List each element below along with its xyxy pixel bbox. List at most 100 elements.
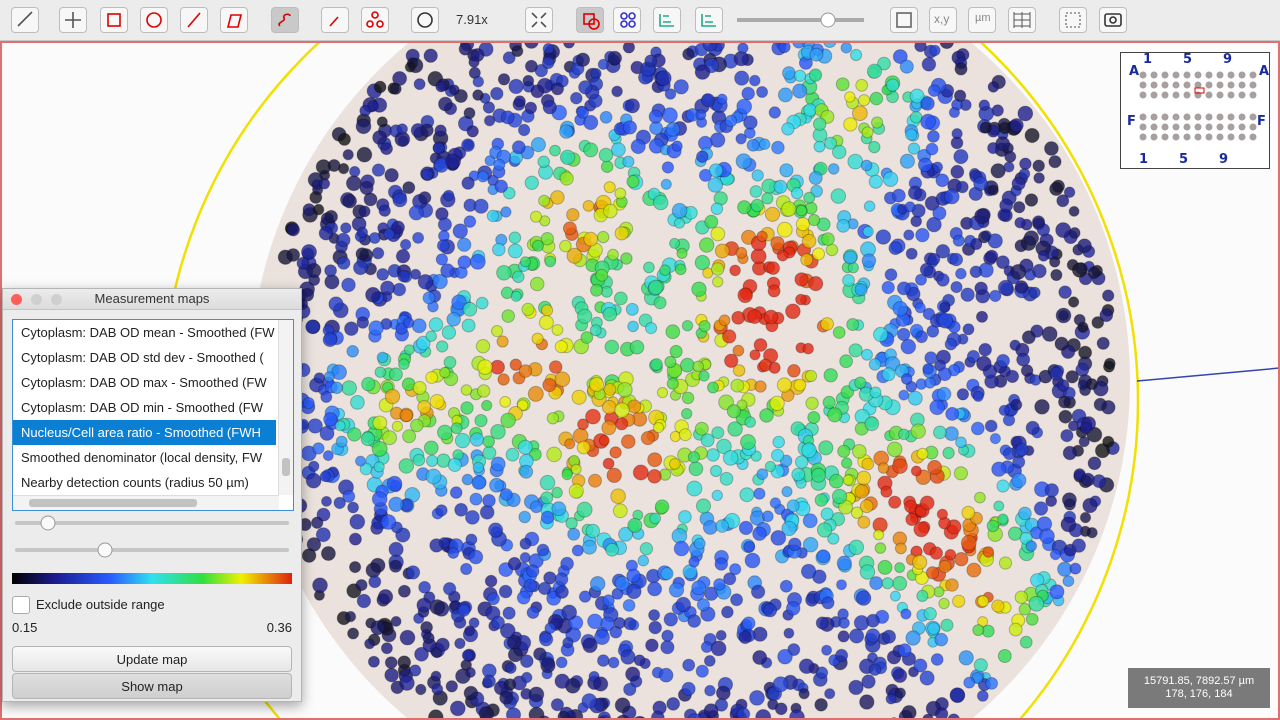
cell <box>1068 205 1080 217</box>
toolbar-button[interactable] <box>968 7 996 33</box>
cell <box>841 457 853 469</box>
coords-button[interactable]: x,y <box>934 12 950 26</box>
cell <box>900 373 913 385</box>
cell <box>892 49 908 65</box>
toolbar-button[interactable] <box>321 7 349 33</box>
cell <box>590 283 603 297</box>
toolbar-button[interactable] <box>613 7 641 33</box>
toolbar-button[interactable] <box>929 7 957 33</box>
cell <box>371 440 388 457</box>
cell <box>392 192 408 208</box>
close-button[interactable] <box>11 294 22 305</box>
exclude-checkbox[interactable] <box>12 596 30 614</box>
cell <box>949 687 966 703</box>
cell <box>714 557 729 571</box>
cell <box>327 159 341 172</box>
toolbar-button[interactable] <box>411 7 439 33</box>
cell <box>801 442 817 459</box>
cell <box>551 501 567 517</box>
cell <box>377 589 394 605</box>
cell <box>947 713 960 718</box>
list-item[interactable]: Nearby detection counts (radius 50 µm) <box>21 475 249 490</box>
cell <box>800 253 814 267</box>
cell <box>1073 313 1086 326</box>
cell <box>793 378 807 392</box>
toolbar-button[interactable] <box>890 7 918 33</box>
list-item[interactable]: Smoothed denominator (local density, FW <box>21 450 263 465</box>
cell <box>477 359 493 375</box>
cell <box>599 616 615 632</box>
horizontal-scrollbar[interactable] <box>13 495 279 510</box>
cell <box>1096 336 1110 350</box>
cell <box>866 613 880 628</box>
cell <box>490 86 504 101</box>
cell <box>698 320 711 333</box>
cell <box>358 205 371 218</box>
cell <box>955 267 967 280</box>
cell <box>540 657 556 674</box>
toolbar-button[interactable] <box>695 7 723 33</box>
minimize-button[interactable] <box>31 294 42 305</box>
cell <box>562 637 574 649</box>
cell <box>342 193 358 209</box>
toolbar-button[interactable] <box>1059 7 1087 33</box>
list-item[interactable]: Cytoplasm: DAB OD std dev - Smoothed ( <box>21 350 264 365</box>
cell <box>658 667 674 683</box>
cell <box>781 520 797 537</box>
toolbar-button[interactable] <box>180 7 208 33</box>
cell <box>927 252 941 266</box>
toolbar-button[interactable] <box>271 7 299 33</box>
cell <box>935 244 951 259</box>
toolbar-button[interactable] <box>361 7 389 33</box>
cell <box>1055 222 1072 239</box>
cell <box>846 318 860 331</box>
list-item[interactable]: Cytoplasm: DAB OD min - Smoothed (FW <box>21 400 263 415</box>
cell <box>820 507 834 521</box>
cell <box>585 408 601 425</box>
max-slider[interactable] <box>97 542 113 558</box>
cell <box>877 559 893 575</box>
cell <box>673 79 689 95</box>
cell <box>892 300 909 317</box>
toolbar-button[interactable] <box>1099 7 1127 33</box>
units-button[interactable]: µm <box>975 12 991 24</box>
vertical-scrollbar[interactable] <box>278 320 293 495</box>
cell <box>398 358 410 371</box>
min-slider[interactable] <box>40 515 56 531</box>
list-item[interactable]: Cytoplasm: DAB OD max - Smoothed (FW <box>21 375 267 390</box>
cell <box>391 420 403 432</box>
toolbar-button[interactable] <box>100 7 128 33</box>
cell <box>440 263 455 278</box>
core-thumbnail <box>1227 71 1235 79</box>
cell <box>1068 227 1081 239</box>
cell <box>486 209 500 223</box>
update-map-button[interactable]: Update map <box>12 646 292 672</box>
toolbar-button[interactable] <box>220 7 248 33</box>
toolbar-button[interactable] <box>525 7 553 33</box>
toolbar-button[interactable] <box>576 7 604 33</box>
cell <box>691 281 707 297</box>
cell <box>435 253 449 266</box>
cursor-position: 15791.85, 7892.57 µm <box>1143 675 1255 687</box>
cell <box>735 246 748 259</box>
cell <box>607 50 623 66</box>
zoom-button[interactable] <box>51 294 62 305</box>
list-item-selected[interactable]: Nucleus/Cell area ratio - Smoothed (FWH <box>13 420 276 445</box>
toolbar-button[interactable] <box>140 7 168 33</box>
cell <box>960 287 975 302</box>
cell <box>795 217 811 232</box>
measurement-list[interactable]: Cytoplasm: DAB OD mean - Smoothed (FW Cy… <box>12 319 294 511</box>
list-item[interactable]: Cytoplasm: DAB OD mean - Smoothed (FW <box>21 325 275 340</box>
cell <box>324 264 338 278</box>
cell <box>589 324 602 337</box>
cell <box>795 293 807 306</box>
cell <box>528 706 545 718</box>
core-thumbnail <box>1139 133 1147 141</box>
toolbar-button[interactable] <box>653 7 681 33</box>
cell <box>344 610 357 623</box>
show-map-button[interactable]: Show map <box>12 673 292 699</box>
cell <box>481 399 493 412</box>
image-viewer[interactable] <box>0 41 1280 720</box>
